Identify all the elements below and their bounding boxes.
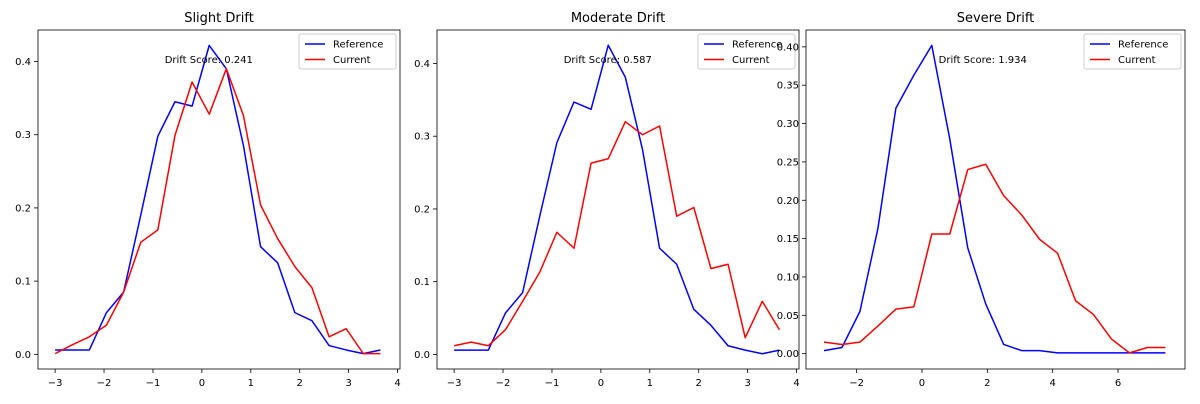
series-line-current (453, 120, 781, 347)
y-tick-label: 0.4 (15, 57, 31, 68)
chart-2: Severe Drift −2 0 2 4 6 0.00 0.05 0.10 0.15 0.20 0.… (777, 11, 1186, 389)
drift-score-annotation: Drift Score: 0.241 (165, 55, 253, 66)
series-line-current (54, 68, 381, 355)
legend-label-current: Current (333, 55, 371, 66)
axes-frame (805, 29, 1186, 370)
legend-label-reference: Reference (732, 40, 782, 51)
chart-title: Severe Drift (957, 11, 1035, 26)
y-tick-label: 0.3 (15, 130, 31, 141)
y-tick-label: 0.0 (414, 350, 430, 361)
y-tick-label: 0.40 (777, 42, 799, 53)
x-tick-label: −1 (146, 378, 161, 389)
x-tick-label: 0 (199, 378, 205, 389)
x-tick-label: −2 (849, 378, 864, 389)
x-tick-label: −2 (97, 378, 112, 389)
x-tick-label: 3 (345, 378, 351, 389)
x-tick-label: −2 (496, 378, 511, 389)
y-tick-label: 0.10 (777, 272, 799, 283)
legend-label-reference: Reference (1118, 40, 1168, 51)
legend: Reference Current (298, 33, 397, 70)
y-tick-label: 0.2 (15, 203, 31, 214)
legend-label-current: Current (732, 55, 770, 66)
y-tick-label: 0.2 (414, 204, 430, 215)
y-tick-label: 0.1 (414, 277, 430, 288)
chart-1: Moderate Drift −3 −2 −1 0 1 2 3 4 0.0 0.1 0.2 0.3 0.4… (414, 11, 800, 389)
x-tick-label: 2 (696, 378, 702, 389)
y-tick-label: 0.1 (15, 277, 31, 288)
x-tick-label: −1 (545, 378, 560, 389)
y-tick-label: 0.15 (777, 234, 799, 245)
x-tick-label: −3 (447, 378, 462, 389)
legend: Reference Current (1083, 33, 1182, 70)
legend: Reference Current (697, 33, 796, 70)
x-tick-label: 1 (248, 378, 254, 389)
y-tick-label: 0.30 (777, 119, 799, 130)
y-tick-label: 0.25 (777, 157, 799, 168)
axes-frame (436, 29, 800, 370)
axes-frame (37, 29, 401, 370)
x-tick-label: 4 (793, 378, 799, 389)
x-tick-label: 0 (919, 378, 925, 389)
x-tick-label: 2 (297, 378, 303, 389)
x-tick-label: 3 (744, 378, 750, 389)
chart-title: Slight Drift (184, 11, 254, 26)
legend-label-reference: Reference (333, 40, 383, 51)
x-tick-label: −3 (48, 378, 63, 389)
legend-label-current: Current (1118, 55, 1156, 66)
y-tick-label: 0.00 (777, 349, 799, 360)
x-tick-label: 4 (1049, 378, 1055, 389)
x-tick-label: 4 (394, 378, 400, 389)
y-tick-label: 0.35 (777, 81, 799, 92)
y-tick-label: 0.0 (15, 350, 31, 361)
series-line-reference (55, 44, 381, 355)
x-tick-label: 0 (598, 378, 604, 389)
chart-title: Moderate Drift (571, 11, 665, 26)
y-tick-label: 0.05 (777, 311, 799, 322)
x-tick-label: 2 (984, 378, 990, 389)
series-line-current (823, 163, 1166, 354)
chart-0: Slight Drift −3 −2 −1 0 1 2 3 4 0.0 0.1 0.2 0.3 0.4 Dr… (15, 11, 401, 389)
x-tick-label: 6 (1115, 378, 1121, 389)
y-tick-label: 0.3 (414, 132, 430, 143)
y-tick-label: 0.20 (777, 196, 799, 207)
y-tick-label: 0.4 (414, 59, 430, 70)
series-line-reference (823, 44, 1166, 354)
drift-score-annotation: Drift Score: 1.934 (939, 55, 1027, 66)
x-tick-label: 1 (647, 378, 653, 389)
series-line-reference (454, 44, 780, 355)
drift-score-annotation: Drift Score: 0.587 (564, 55, 652, 66)
